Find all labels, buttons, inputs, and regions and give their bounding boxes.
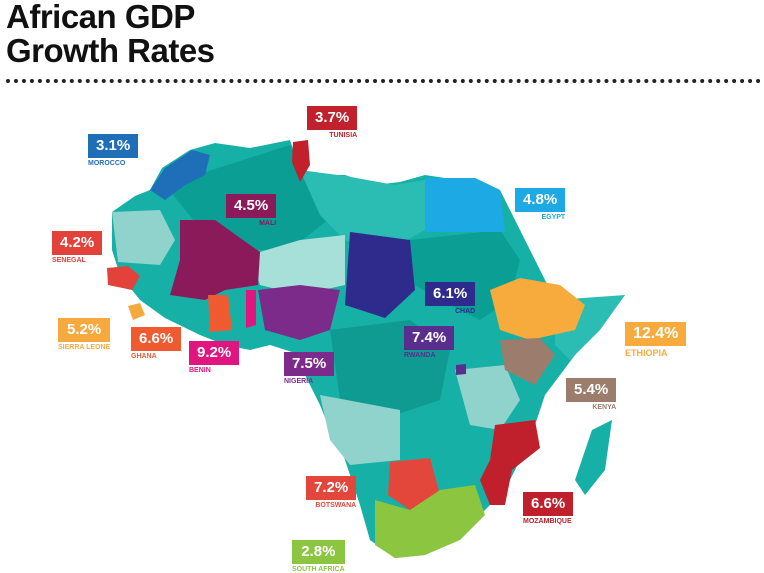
country-shape-south-africa: [375, 485, 485, 558]
country-label-mali: MALI: [259, 220, 277, 227]
callout-south-africa: 2.8% SOUTH AFRICA: [292, 540, 345, 573]
callout-mozambique: 6.6% MOZAMBIQUE: [523, 492, 574, 525]
value-box-rwanda: 7.4%: [404, 326, 455, 350]
region-libya: [300, 170, 425, 255]
title-divider: [6, 79, 761, 83]
title-line-1: African GDP: [6, 0, 195, 35]
value-box-botswana: 7.2%: [306, 476, 357, 500]
callout-morocco: 3.1% MOROCCO: [88, 134, 139, 167]
callout-rwanda: 7.4% RWANDA: [404, 326, 455, 359]
country-label-morocco: MOROCCO: [88, 160, 126, 167]
country-shape-benin: [246, 290, 256, 328]
value-box-tunisia: 3.7%: [307, 106, 358, 130]
country-label-ghana: GHANA: [131, 353, 157, 360]
title-line-2: Growth Rates: [6, 32, 215, 69]
value-box-south-africa: 2.8%: [292, 540, 345, 564]
country-shape-mali: [170, 220, 260, 300]
callout-senegal: 4.2% SENEGAL: [52, 231, 103, 264]
value-box-nigeria: 7.5%: [284, 352, 335, 376]
country-shape-chad: [345, 232, 415, 318]
callout-ghana: 6.6% GHANA: [131, 327, 182, 360]
country-shape-tunisia: [292, 140, 310, 182]
country-label-tunisia: TUNISIA: [329, 132, 358, 139]
callout-egypt: 4.8% EGYPT: [515, 188, 566, 221]
country-shape-ghana: [208, 295, 232, 332]
country-label-mozambique: MOZAMBIQUE: [523, 518, 572, 525]
country-shape-kenya: [500, 338, 555, 385]
country-label-senegal: SENEGAL: [52, 257, 86, 264]
country-label-egypt: EGYPT: [541, 214, 566, 221]
region-tanzania: [455, 365, 520, 430]
country-shape-mozambique: [480, 420, 540, 505]
country-shape-rwanda: [456, 364, 466, 375]
country-shape-nigeria: [258, 285, 340, 340]
value-box-chad: 6.1%: [425, 282, 476, 306]
country-label-nigeria: NIGERIA: [284, 378, 314, 385]
value-box-senegal: 4.2%: [52, 231, 103, 255]
callout-benin: 9.2% BENIN: [189, 341, 240, 374]
value-box-mali: 4.5%: [226, 194, 277, 218]
country-shape-senegal: [107, 266, 140, 290]
value-box-ethiopia: 12.4%: [625, 322, 687, 346]
value-box-kenya: 5.4%: [566, 378, 617, 402]
map-title: African GDP Growth Rates: [6, 0, 215, 68]
country-label-benin: BENIN: [189, 367, 211, 374]
country-shape-sierra-leone: [128, 303, 145, 320]
callout-botswana: 7.2% BOTSWANA: [306, 476, 357, 509]
region-niger: [250, 235, 345, 295]
callout-kenya: 5.4% KENYA: [566, 378, 617, 411]
country-label-kenya: KENYA: [592, 404, 617, 411]
country-label-botswana: BOTSWANA: [315, 502, 357, 509]
value-box-morocco: 3.1%: [88, 134, 139, 158]
country-label-sierra-leone: SIERRA LEONE: [58, 344, 111, 351]
value-box-egypt: 4.8%: [515, 188, 566, 212]
callout-nigeria: 7.5% NIGERIA: [284, 352, 335, 385]
callout-tunisia: 3.7% TUNISIA: [307, 106, 358, 139]
country-label-rwanda: RWANDA: [404, 352, 436, 359]
value-box-ghana: 6.6%: [131, 327, 182, 351]
value-box-benin: 9.2%: [189, 341, 240, 365]
value-box-sierra-leone: 5.2%: [58, 318, 111, 342]
country-shape-morocco: [150, 150, 210, 200]
country-shape-botswana: [388, 458, 440, 510]
callout-chad: 6.1% CHAD: [425, 282, 476, 315]
country-shape-egypt: [425, 178, 505, 232]
country-label-south-africa: SOUTH AFRICA: [292, 566, 345, 573]
callout-sierra-leone: 5.2% SIERRA LEONE: [58, 318, 111, 351]
region-mauritania: [112, 210, 175, 265]
region-madagascar: [575, 420, 612, 495]
callout-ethiopia: 12.4% ETHIOPIA: [625, 322, 687, 358]
country-label-chad: CHAD: [454, 308, 476, 315]
country-label-ethiopia: ETHIOPIA: [625, 348, 668, 358]
region-drc-light: [320, 395, 400, 465]
value-box-mozambique: 6.6%: [523, 492, 574, 516]
country-shape-ethiopia: [490, 278, 585, 340]
callout-mali: 4.5% MALI: [226, 194, 277, 227]
